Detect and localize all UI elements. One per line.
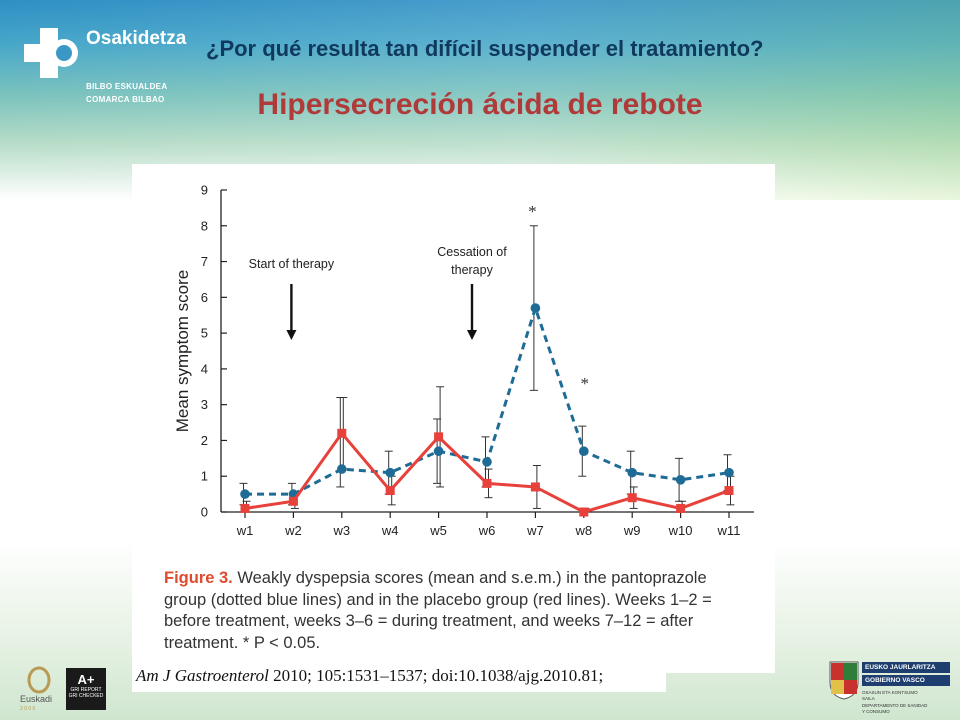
placebo-point [724,486,734,496]
pantoprazole-point [482,457,492,467]
x-tick-label: w2 [284,523,302,538]
citation: Am J Gastroenterol 2010; 105:1531–1537; … [136,666,603,686]
placebo-point [676,503,686,513]
citation-details: 2010; 105:1531–1537; doi:10.1038/ajg.201… [268,666,604,685]
x-tick-label: w6 [478,523,496,538]
citation-panel [132,662,666,692]
pantoprazole-point [337,464,347,474]
org-name: Osakidetza [86,28,187,49]
symptom-score-chart: 0 1 2 3 4 5 6 7 8 9 w1 w2 w3 w4 w5 w6 w7 w8 w9 w10 w11 Mean s… [173,183,754,538]
pantoprazole-point [724,467,734,478]
slide-title: Hipersecreción ácida de rebote [257,88,703,121]
gri-grade: A+ [77,672,95,687]
figure-caption-text: Weakly dyspepsia scores (mean and s.e.m.… [164,569,712,652]
placebo-point [530,482,540,492]
gov-name-basque: EUSKO JAURLARITZA [862,662,950,673]
y-tick-label: 0 [201,505,208,520]
pantoprazole-point [433,446,444,456]
gov-dept-basque-1: OSASUN ETA KONTSUMO [862,690,918,695]
x-tick-label: w7 [526,523,544,538]
annotation-cessation-line2: therapy [451,263,493,277]
figure-caption: Figure 3. Weakly dyspepsia scores (mean … [164,568,744,654]
pantoprazole-point [240,489,250,499]
pantoprazole-point [530,303,541,313]
placebo-point [579,507,589,517]
annotation-cessation-line1: Cessation of [437,245,507,259]
osakidetza-logo-icon [24,28,78,78]
pantoprazole-point [385,467,395,478]
x-tick-label: w5 [429,523,447,538]
y-tick-label: 3 [201,397,208,412]
placebo-point [482,478,492,488]
gov-dept-basque-2: SAILA [862,696,875,701]
pantoprazole-point [627,467,637,478]
cessation-arrow-head [467,330,477,340]
y-tick-label: 4 [201,361,208,376]
placebo-series-line [244,430,730,514]
pantoprazole-point [579,446,589,456]
y-tick-label: 8 [201,218,208,233]
start-arrow-head [286,330,297,340]
placebo-point [337,428,347,438]
gov-dept-spanish-1: DEPARTAMENTO DE SANIDAD [862,703,928,708]
org-subtitle-spanish: COMARCA BILBAO [86,95,165,104]
slide-question: ¿Por qué resulta tan difícil suspender e… [206,36,764,61]
y-tick-label: 1 [201,469,208,484]
gobierno-vasco-crest-icon [829,661,859,700]
gri-line1: GRI REPORT [70,687,102,693]
x-tick-label: w1 [236,523,254,538]
x-tick-label: w4 [381,523,399,538]
placebo-point [627,493,637,503]
y-axis-label: Mean symptom score [173,270,192,433]
placebo-point [434,432,444,442]
annotation-start-of-therapy: Start of therapy [249,257,335,271]
gri-badge: A+ GRI REPORT GRI CHECKED [66,668,106,710]
significance-asterisk: * [528,202,537,221]
gov-dept-spanish-2: Y CONSUMO [862,709,890,714]
x-tick-label: w3 [332,523,350,538]
y-tick-label: 5 [201,326,208,341]
figure-panel [132,164,775,673]
placebo-point [385,486,395,496]
x-tick-label: w11 [717,523,741,538]
y-tick-label: 9 [201,183,208,198]
y-tick-label: 7 [201,254,208,269]
x-tick-label: w10 [668,523,693,538]
euskadi-logo-icon [27,666,51,694]
figure-label: Figure 3. [164,569,233,587]
pantoprazole-point [675,475,686,485]
citation-journal: Am J Gastroenterol [136,666,269,685]
y-tick-label: 2 [201,433,208,448]
euskadi-label: Euskadi [20,694,53,704]
gov-name-spanish: GOBIERNO VASCO [862,675,950,686]
placebo-point [240,503,250,513]
gri-line2: GRI CHECKED [68,693,104,699]
y-tick-label: 6 [201,290,208,305]
org-subtitle-basque: BILBO ESKUALDEA [86,82,168,91]
euskadi-year: 2 0 0 0 [20,706,36,712]
x-tick-label: w8 [574,523,592,538]
x-tick-label: w9 [623,523,641,538]
significance-asterisk: * [581,374,590,393]
placebo-point [288,496,298,506]
